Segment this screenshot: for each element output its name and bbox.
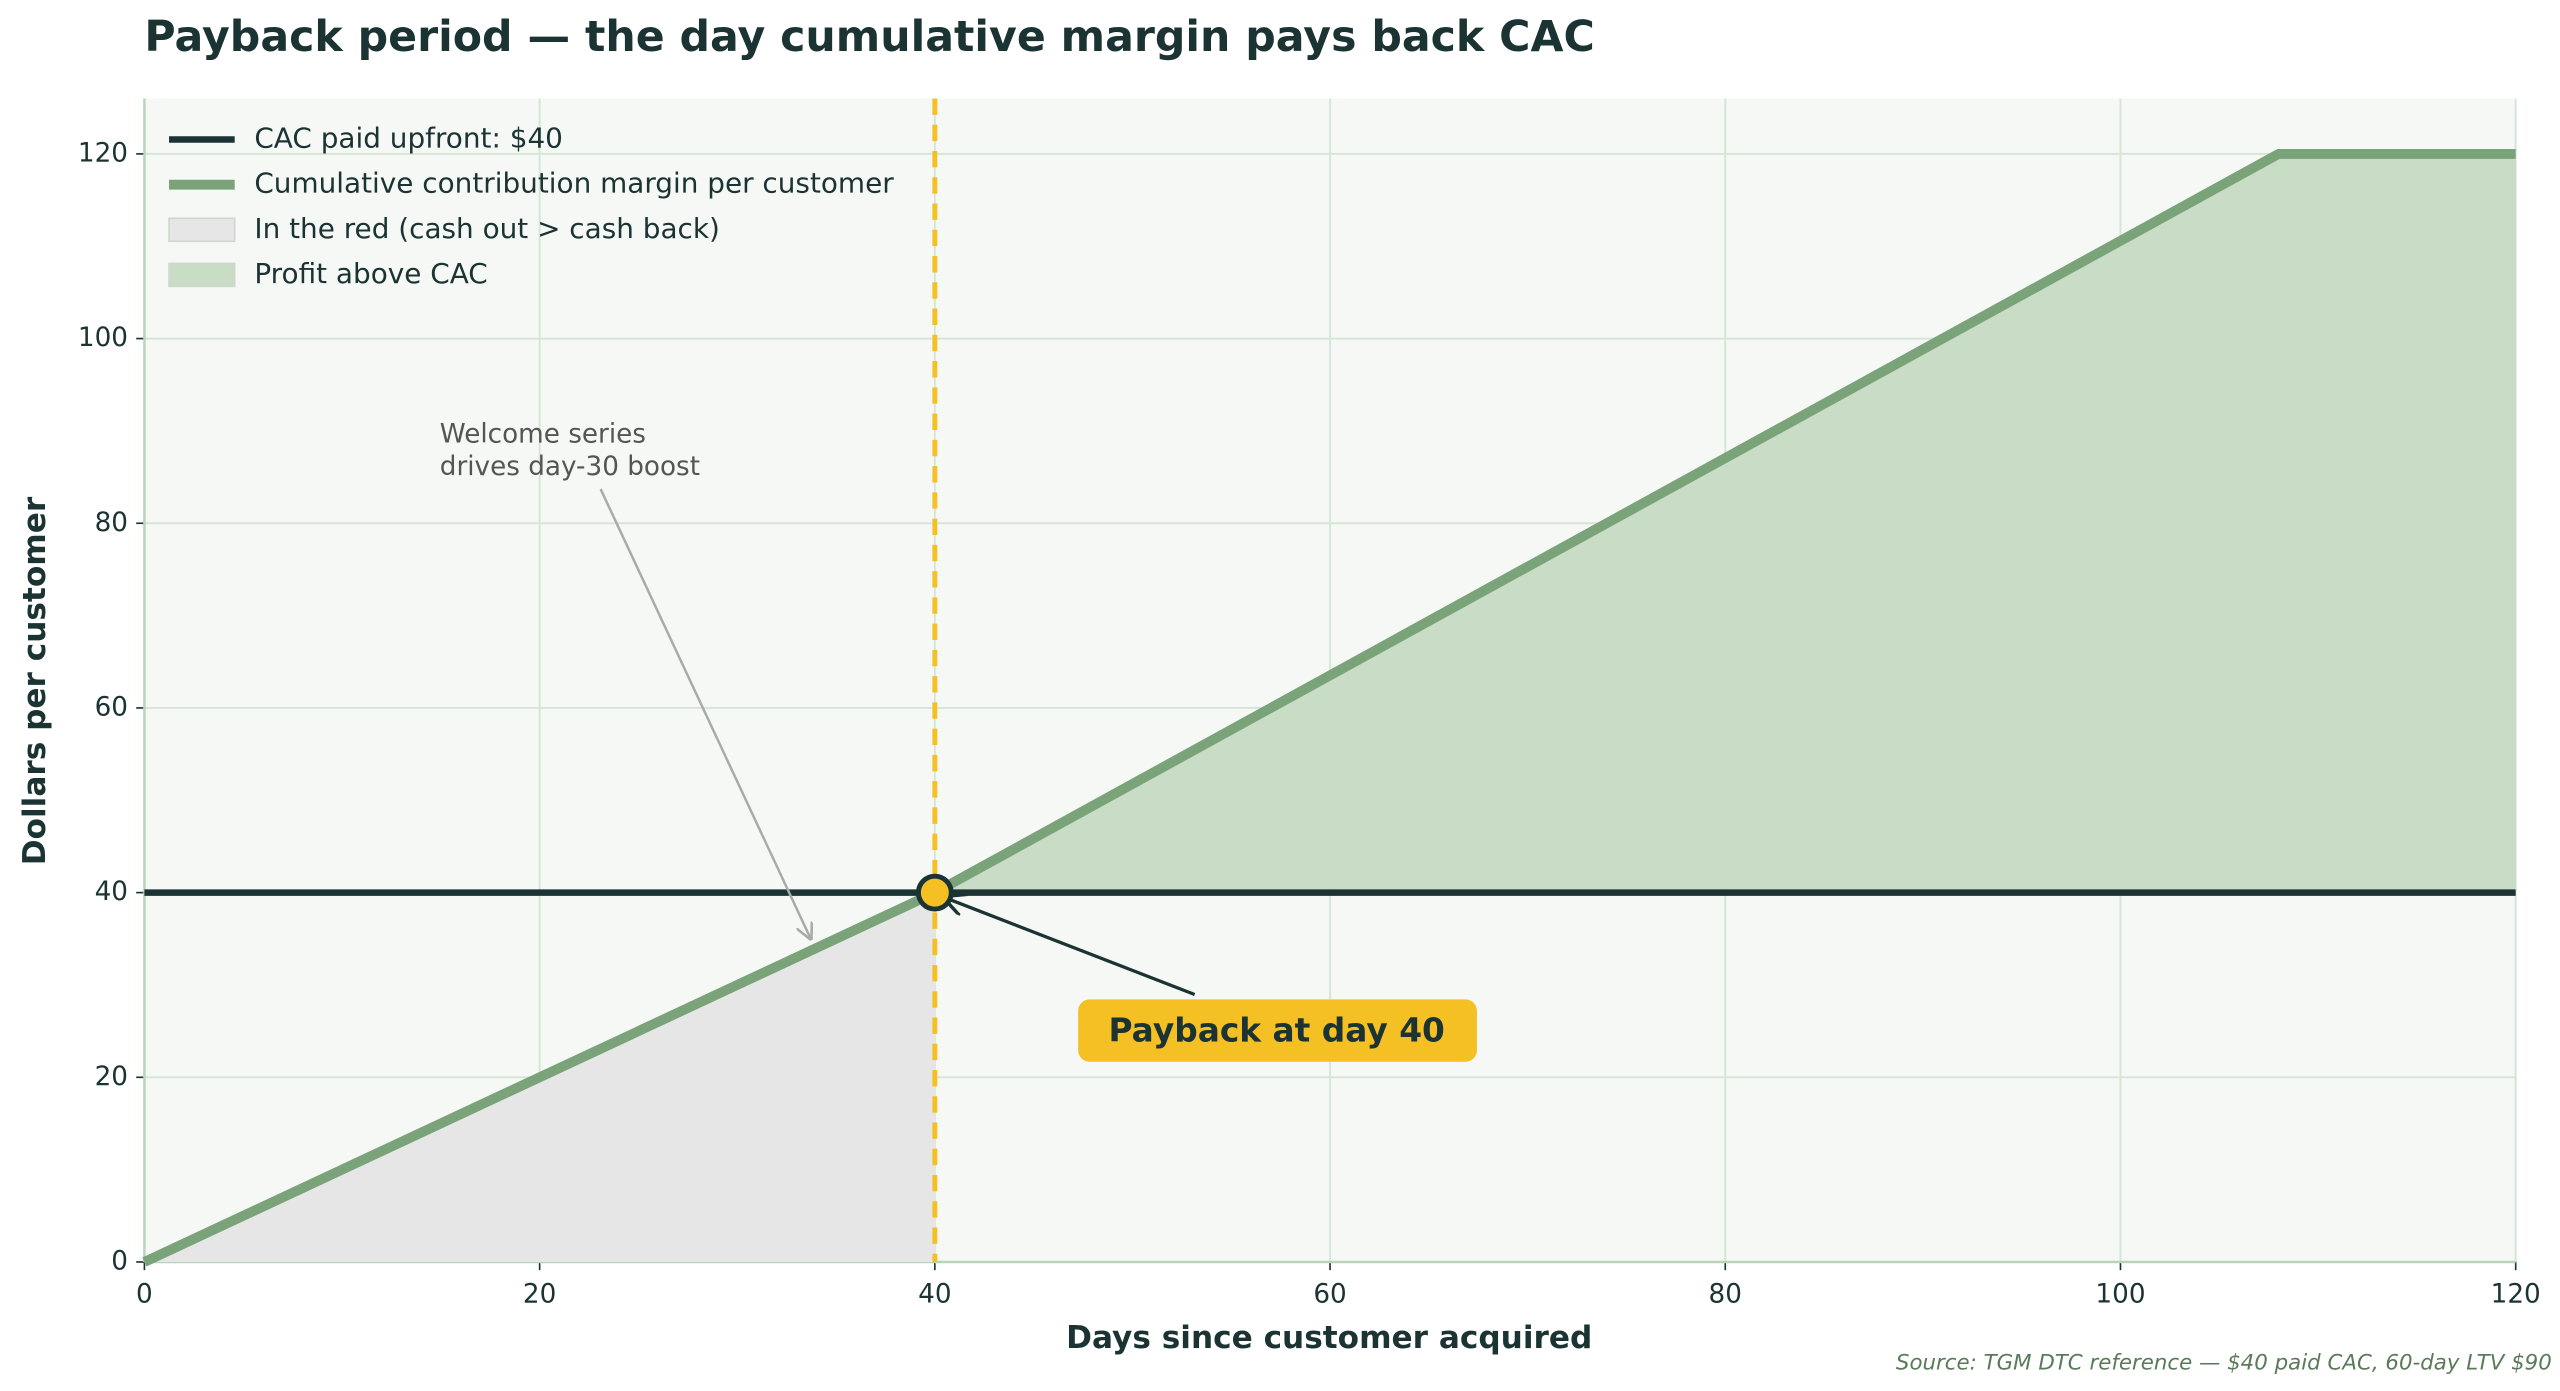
- legend-swatch: [168, 217, 236, 243]
- annotation-arrow: [599, 488, 811, 939]
- x-tick-label: 0: [136, 1279, 153, 1309]
- y-axis-label: Dollars per customer: [17, 496, 53, 865]
- y-tick-label: 60: [95, 692, 128, 722]
- x-tick-label: 100: [2095, 1279, 2145, 1309]
- x-tick-label: 40: [918, 1279, 951, 1309]
- legend-label: In the red (cash out > cash back): [254, 212, 720, 245]
- profit-area: [934, 153, 2516, 893]
- payback-arrow: [945, 898, 1196, 997]
- source-note: Source: TGM DTC reference — $40 paid CAC…: [1896, 1351, 2552, 1376]
- y-tick-label: 40: [95, 877, 128, 907]
- y-tick-label: 100: [78, 323, 128, 353]
- y-tick-label: 80: [95, 508, 128, 538]
- payback-callout: Payback at day 40: [1109, 1012, 1445, 1050]
- payback-point: [915, 873, 954, 912]
- x-tick-label: 60: [1313, 1279, 1346, 1309]
- annotation-text: Welcome series: [440, 419, 646, 449]
- chart-title: Payback period — the day cumulative marg…: [144, 12, 1594, 62]
- legend-label: Cumulative contribution margin per custo…: [254, 167, 894, 200]
- legend-label: CAC paid upfront: $40: [254, 122, 563, 155]
- x-tick-label: 20: [523, 1279, 556, 1309]
- y-tick-label: 20: [95, 1062, 128, 1092]
- y-tick-label: 0: [111, 1246, 128, 1276]
- x-tick-label: 120: [2491, 1279, 2541, 1309]
- x-axis-label: Days since customer acquired: [1066, 1320, 1592, 1356]
- payback-callout-box: [1078, 999, 1477, 1062]
- annotation-text: drives day-30 boost: [440, 452, 700, 482]
- legend-label: Profit above CAC: [254, 257, 487, 290]
- y-tick-label: 120: [78, 138, 128, 168]
- x-tick-label: 80: [1709, 1279, 1742, 1309]
- legend-swatch: [168, 262, 236, 288]
